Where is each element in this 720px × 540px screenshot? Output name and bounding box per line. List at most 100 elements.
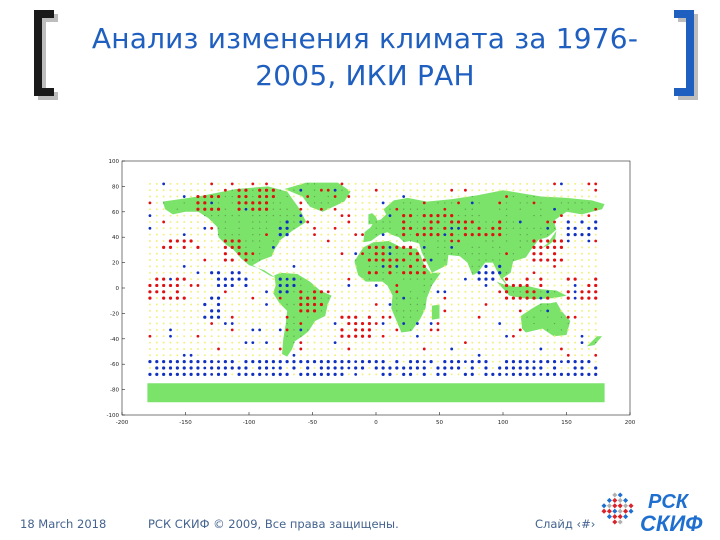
grid-dot — [539, 252, 543, 256]
grid-dot — [532, 271, 536, 275]
grid-dot — [203, 315, 207, 319]
rsk-skif-logo: РСК СКИФ — [601, 491, 703, 535]
grid-dot — [560, 335, 563, 338]
grid-dot — [504, 360, 509, 364]
grid-dot — [190, 182, 193, 185]
grid-dot — [532, 189, 535, 192]
grid-dot — [313, 183, 316, 185]
grid-dot — [546, 252, 549, 255]
grid-dot — [526, 347, 529, 350]
grid-dot — [436, 303, 439, 306]
grid-dot — [484, 284, 488, 287]
grid-dot — [286, 189, 289, 192]
grid-dot — [306, 252, 309, 255]
grid-dot — [512, 182, 515, 185]
grid-dot — [347, 252, 350, 255]
grid-dot — [395, 322, 398, 325]
grid-dot — [546, 367, 549, 370]
grid-dot — [491, 367, 494, 370]
grid-dot — [340, 303, 343, 306]
grid-dot — [443, 265, 446, 268]
grid-dot — [210, 214, 213, 217]
grid-dot — [546, 220, 550, 224]
grid-dot — [395, 366, 399, 370]
grid-dot — [251, 347, 254, 350]
grid-dot — [464, 297, 467, 300]
grid-dot — [580, 220, 584, 224]
grid-dot — [457, 233, 460, 236]
grid-dot — [477, 277, 481, 281]
grid-dot — [416, 208, 419, 210]
grid-dot — [471, 316, 474, 319]
grid-dot — [223, 322, 227, 325]
grid-dot — [498, 278, 501, 281]
grid-dot — [368, 290, 371, 293]
grid-dot — [169, 354, 172, 357]
continent-antarctica — [147, 383, 605, 403]
grid-dot — [272, 284, 275, 287]
grid-dot — [566, 290, 570, 294]
grid-dot — [196, 214, 199, 217]
grid-dot — [505, 182, 508, 185]
grid-dot — [388, 240, 391, 243]
grid-dot — [574, 240, 577, 243]
grid-dot — [327, 246, 330, 249]
grid-dot — [471, 253, 473, 255]
grid-dot — [594, 309, 597, 312]
grid-dot — [382, 189, 385, 192]
grid-dot — [216, 302, 221, 307]
grid-dot — [429, 214, 433, 218]
grid-dot — [375, 297, 378, 300]
grid-dot — [340, 214, 344, 218]
logo-mark-icon — [601, 492, 634, 525]
grid-dot — [567, 182, 570, 185]
grid-dot — [587, 226, 591, 230]
grid-dot — [512, 259, 515, 261]
grid-dot — [182, 353, 186, 357]
grid-dot — [190, 303, 193, 306]
grid-dot — [368, 297, 371, 300]
grid-dot — [382, 272, 384, 274]
grid-dot — [560, 227, 563, 230]
grid-dot — [251, 296, 255, 300]
grid-dot — [176, 347, 179, 350]
grid-dot — [498, 208, 501, 210]
grid-dot — [450, 226, 454, 230]
grid-dot — [518, 372, 522, 376]
grid-dot — [252, 189, 254, 191]
grid-dot — [443, 296, 447, 300]
grid-dot — [169, 182, 172, 185]
grid-dot — [313, 214, 316, 217]
grid-dot — [320, 214, 323, 217]
grid-dot — [553, 182, 556, 186]
grid-dot — [279, 341, 282, 344]
grid-dot — [423, 221, 425, 223]
grid-dot — [478, 246, 480, 249]
grid-dot — [382, 309, 385, 312]
grid-dot — [148, 220, 151, 223]
grid-dot — [224, 214, 227, 217]
grid-dot — [574, 347, 577, 350]
grid-dot — [245, 240, 247, 242]
grid-dot — [580, 309, 583, 312]
grid-dot — [272, 347, 275, 350]
grid-dot — [334, 335, 337, 338]
grid-dot — [279, 208, 281, 210]
grid-dot — [498, 290, 502, 294]
grid-dot — [382, 240, 385, 243]
grid-dot — [354, 297, 357, 300]
grid-dot — [574, 202, 576, 204]
grid-dot — [498, 335, 501, 338]
grid-dot — [566, 233, 570, 237]
grid-dot — [416, 240, 419, 242]
grid-dot — [361, 297, 364, 300]
grid-dot — [430, 284, 432, 287]
grid-dot — [519, 233, 521, 236]
grid-dot — [183, 202, 185, 204]
grid-dot — [436, 278, 439, 281]
grid-dot — [271, 245, 275, 249]
grid-dot — [396, 303, 398, 306]
grid-dot — [471, 284, 474, 287]
grid-dot — [347, 373, 350, 376]
x-tick-label: 100 — [498, 420, 509, 426]
